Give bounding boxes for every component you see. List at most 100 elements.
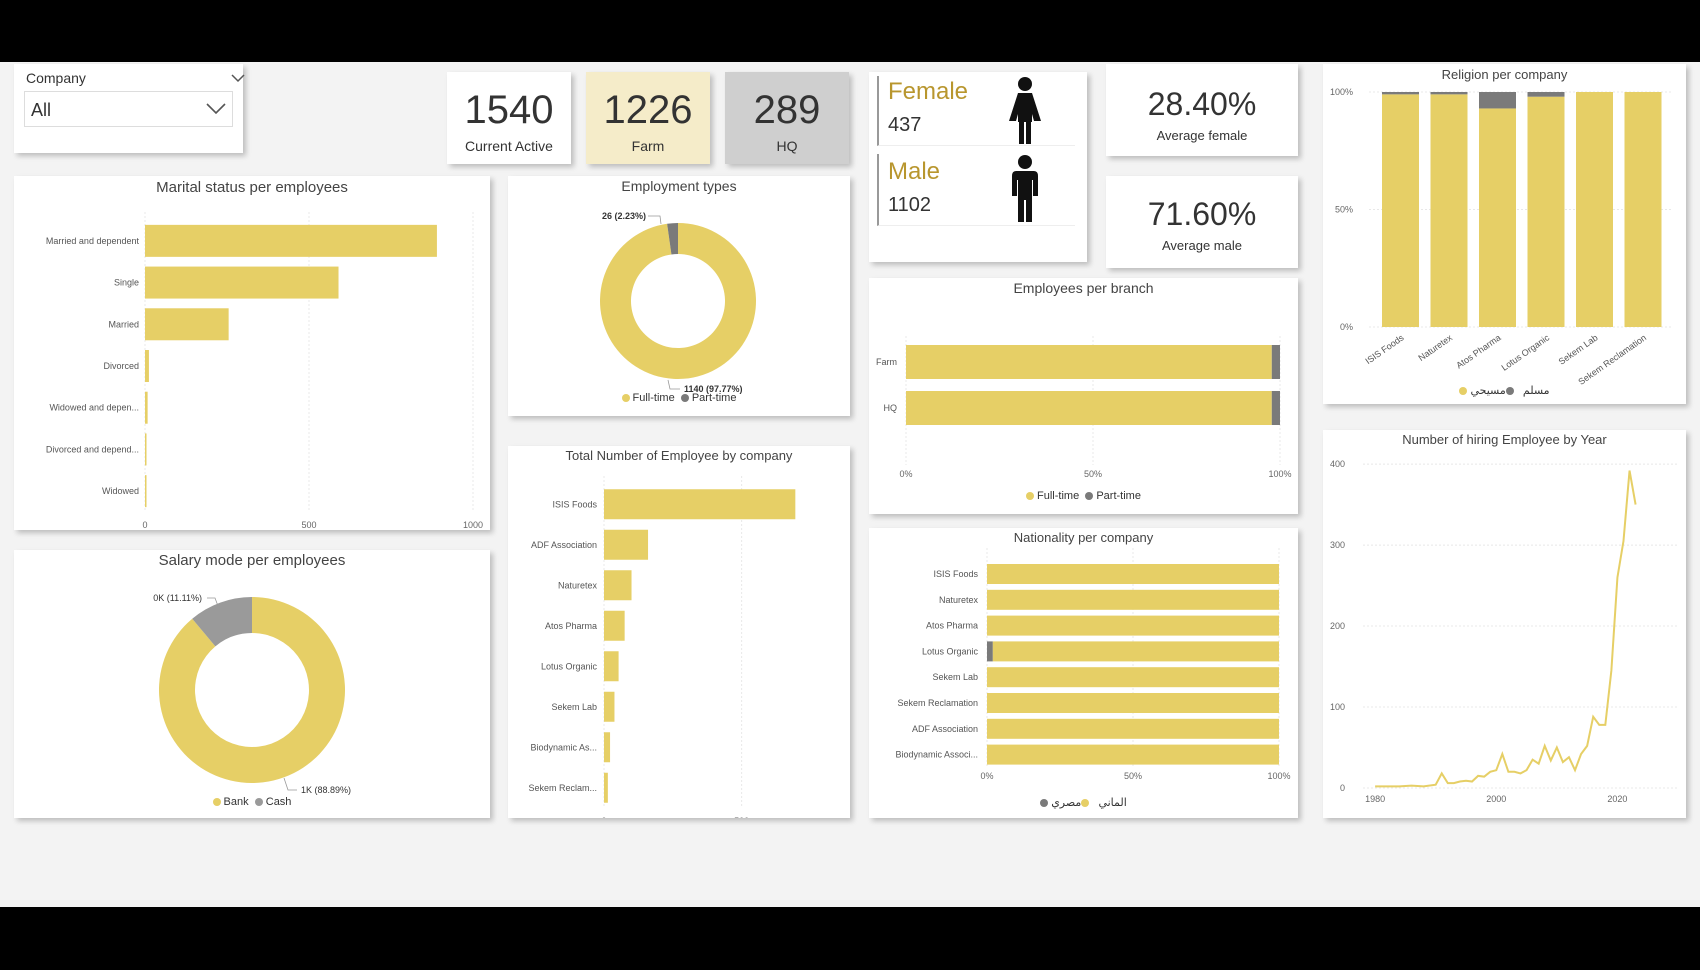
average-male-card: 71.60% Average male bbox=[1106, 176, 1298, 268]
average-female-label: Average female bbox=[1156, 128, 1248, 143]
x-tick-label: 0 bbox=[142, 520, 147, 530]
y-category-label: Atos Pharma bbox=[926, 621, 978, 631]
slicer-dropdown[interactable]: All bbox=[24, 91, 233, 127]
y-category-label: ISIS Foods bbox=[933, 569, 978, 579]
data-label: 1K (88.89%) bbox=[301, 785, 351, 795]
bar-segment bbox=[987, 744, 1279, 765]
x-tick-label: 100% bbox=[1268, 469, 1291, 479]
pie-slice bbox=[667, 223, 678, 255]
bar bbox=[604, 772, 608, 803]
chart-title: Employment types bbox=[621, 178, 737, 194]
y-category-label: Widowed and depen... bbox=[49, 403, 139, 413]
bar-segment bbox=[1624, 92, 1662, 327]
legend-muslim: مسلم bbox=[1522, 385, 1550, 397]
chart-title: Number of hiring Employee by Year bbox=[1402, 432, 1607, 447]
chevron-down-icon[interactable] bbox=[231, 74, 245, 83]
bar bbox=[604, 732, 611, 763]
bar bbox=[145, 308, 229, 341]
bar-segment bbox=[1479, 108, 1516, 327]
bar-segment bbox=[1430, 92, 1468, 95]
y-tick-label: 50% bbox=[1335, 205, 1353, 215]
bar-segment bbox=[987, 615, 1279, 636]
bar bbox=[604, 610, 625, 641]
female-person-icon bbox=[1009, 77, 1041, 144]
kpi-value: 1226 bbox=[603, 88, 693, 132]
y-tick-label: 200 bbox=[1330, 621, 1345, 631]
average-female-value: 28.40% bbox=[1147, 86, 1257, 122]
bar bbox=[145, 475, 147, 508]
y-category-label: Sekem Lab bbox=[551, 702, 597, 712]
leader-line bbox=[283, 777, 297, 791]
female-value: 437 bbox=[888, 114, 922, 136]
bar-segment bbox=[1271, 345, 1280, 379]
nationality-chart-card: Nationality per company 0% 50% 100% ISIS Fo… bbox=[869, 528, 1298, 818]
x-category-label: Sekem Lab bbox=[1557, 332, 1600, 366]
bar bbox=[604, 489, 796, 520]
employment-legend: Full-time Part-time bbox=[508, 392, 850, 404]
male-label: Male bbox=[888, 158, 941, 185]
hiring-chart: 0 100 200 300 400 1980 2000 2020 bbox=[1330, 459, 1678, 804]
y-tick-label: 100 bbox=[1330, 702, 1345, 712]
legend-egyptian: مصري bbox=[1051, 797, 1082, 809]
x-tick-label: 1980 bbox=[1365, 794, 1385, 804]
leader-line bbox=[207, 597, 219, 607]
y-category-label: HQ bbox=[884, 403, 898, 413]
religion-chart-card: Religion per company 0% 50% 100% ISIS Foods… bbox=[1323, 64, 1686, 404]
legend-full-time: Full-time bbox=[1037, 490, 1080, 502]
marital-chart: 0 500 1000 Married and dependent Single Marri… bbox=[46, 212, 483, 530]
y-category-label: Biodynamic As... bbox=[530, 742, 597, 752]
chevron-down-icon bbox=[206, 103, 226, 115]
y-tick-label: 0% bbox=[1340, 322, 1353, 332]
chart-title: Nationality per company bbox=[1013, 530, 1154, 545]
legend-cash: Cash bbox=[265, 796, 292, 808]
bar-segment bbox=[987, 641, 993, 662]
nationality-legend: الماني مصري bbox=[869, 796, 1298, 809]
x-tick-label: 50% bbox=[1124, 771, 1142, 781]
x-tick-label: 1000 bbox=[463, 520, 483, 530]
bar-segment bbox=[906, 391, 1272, 425]
chart-title: Religion per company bbox=[1441, 67, 1568, 82]
hiring-chart-card: Number of hiring Employee by Year 0 100 20… bbox=[1323, 430, 1686, 818]
y-category-label: Sekem Lab bbox=[932, 672, 978, 682]
x-category-label: ISIS Foods bbox=[1363, 332, 1406, 366]
bar-segment bbox=[987, 718, 1279, 739]
bar-segment bbox=[1430, 94, 1468, 327]
legend-part-time: Part-time bbox=[1096, 490, 1141, 502]
bycompany-chart-card: Total Number of Employee by company 0 500… bbox=[508, 446, 850, 818]
male-section: Male 1102 bbox=[877, 154, 1075, 226]
y-category-label: ADF Association bbox=[531, 540, 597, 550]
x-tick-label: 0% bbox=[980, 771, 993, 781]
y-category-label: Farm bbox=[876, 357, 897, 367]
slicer-label: Company bbox=[26, 70, 86, 86]
kpi-farm: 1226 Farm bbox=[586, 72, 710, 164]
bar-segment bbox=[987, 589, 1279, 610]
legend-full-time: Full-time bbox=[632, 392, 675, 404]
x-category-label: Atos Pharma bbox=[1454, 332, 1502, 370]
data-label: 26 (2.23%) bbox=[602, 211, 646, 221]
average-female-card: 28.40% Average female bbox=[1106, 64, 1298, 156]
male-person-icon bbox=[1012, 155, 1038, 222]
branch-chart-card: Employees per branch 0% 50% 100% Farm HQ Ful… bbox=[869, 278, 1298, 514]
bar-segment bbox=[906, 345, 1272, 379]
employment-chart: 26 (2.23%) 1140 (97.77%) bbox=[600, 211, 756, 394]
x-tick-label: 50% bbox=[1084, 469, 1102, 479]
x-tick-label: 2000 bbox=[1486, 794, 1506, 804]
x-tick-label: 2020 bbox=[1607, 794, 1627, 804]
bar-segment bbox=[1382, 92, 1419, 95]
y-category-label: ADF Association bbox=[912, 724, 978, 734]
branch-chart: 0% 50% 100% Farm HQ bbox=[876, 336, 1292, 479]
x-tick-label: 0% bbox=[899, 469, 912, 479]
kpi-label: Farm bbox=[631, 138, 665, 154]
chart-title: Marital status per employees bbox=[156, 179, 348, 196]
salary-chart-card: Salary mode per employees 0K (11.11%) 1K … bbox=[14, 550, 490, 818]
gender-card: Female 437 Male 1102 bbox=[869, 72, 1087, 262]
x-tick-label: 0 bbox=[601, 816, 606, 818]
x-tick-label: 100% bbox=[1267, 771, 1290, 781]
legend-bank: Bank bbox=[223, 796, 249, 808]
legend-christian: مسيحي bbox=[1470, 385, 1506, 397]
series-line bbox=[1375, 470, 1637, 788]
legend-german: الماني bbox=[1098, 797, 1127, 809]
branch-legend: Full-time Part-time bbox=[869, 490, 1298, 502]
average-male-label: Average male bbox=[1162, 238, 1242, 253]
y-category-label: Lotus Organic bbox=[922, 646, 979, 656]
